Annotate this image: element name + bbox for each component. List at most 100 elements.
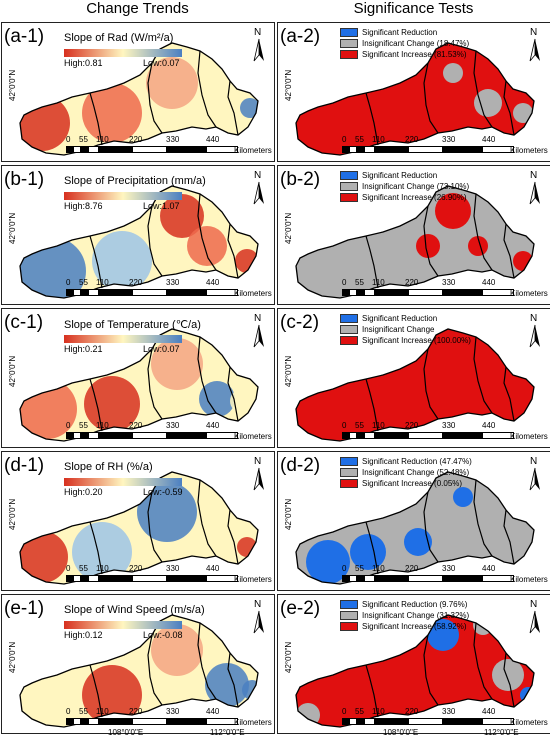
- scale-segment: [98, 146, 134, 153]
- scale-segment: [482, 146, 514, 153]
- trend-patch: [137, 482, 197, 542]
- scale-tick: 110: [96, 421, 109, 430]
- scale-tick: 55: [355, 564, 364, 573]
- district-boundary: [227, 509, 239, 565]
- latitude-label: 42°0'0"N: [284, 355, 293, 387]
- scale-segment: [374, 289, 410, 296]
- significance-map: [295, 185, 535, 299]
- scale-tick: 440: [482, 564, 496, 573]
- scale-tick: 440: [206, 707, 220, 716]
- scale-tick: 330: [442, 135, 456, 144]
- district-boundary: [197, 336, 217, 414]
- trend-patch: [20, 531, 68, 583]
- legend-text: Insignificant Change (52.48%): [362, 468, 470, 477]
- legend-item: Significant Increase (100.00%): [340, 335, 471, 346]
- trend-title: Slope of RH (%/a): [64, 461, 153, 473]
- scale-segment: [206, 575, 238, 582]
- scale-tick: 110: [372, 707, 385, 716]
- latitude-label: 42°0'0"N: [8, 69, 17, 101]
- scale-tick: 330: [166, 278, 180, 287]
- significance-patch: [513, 103, 533, 123]
- scale-tick: 440: [206, 278, 220, 287]
- region-outline: [295, 471, 535, 585]
- trend-patch: [205, 663, 249, 707]
- legend-high: High:8.76: [64, 201, 103, 211]
- district-boundary: [473, 50, 493, 128]
- trend-patch: [92, 231, 152, 291]
- legend-swatch: [340, 325, 358, 334]
- scale-tick: 220: [129, 564, 143, 573]
- trend-title: Slope of Wind Speed (m/s/a): [64, 604, 205, 616]
- district-boundary: [89, 521, 103, 575]
- color-gradient: [64, 192, 182, 200]
- scale-segment: [98, 718, 134, 725]
- legend-text: Insignificant Change: [362, 325, 435, 334]
- legend-swatch: [340, 28, 358, 37]
- trend-patch: [235, 249, 258, 273]
- legend-text: Significant Increase (81.53%): [362, 50, 467, 59]
- scale-tick: 0: [66, 564, 71, 573]
- color-gradient: [64, 621, 182, 629]
- legend-high: High:0.81: [64, 58, 103, 68]
- scale-segment: [206, 718, 238, 725]
- trend-patch: [82, 665, 142, 725]
- scale-tick: 0: [342, 135, 347, 144]
- significance-legend: Significant Reduction (9.76%) Insignifica…: [340, 599, 469, 632]
- scale-tick: 220: [129, 421, 143, 430]
- district-boundary: [365, 664, 379, 718]
- trend-map: [19, 614, 259, 728]
- panel-label: (a-1): [4, 26, 45, 47]
- district-boundary: [473, 193, 493, 271]
- region-outline: [295, 614, 535, 728]
- significance-legend: Significant Reduction Insignificant Chang…: [340, 27, 469, 60]
- district-boundary: [89, 664, 103, 718]
- scale-tick: 0: [342, 421, 347, 430]
- scale-unit: Kilometers: [510, 718, 548, 727]
- scale-tick: 440: [482, 278, 496, 287]
- panel-label: (b-2): [280, 169, 321, 190]
- legend-text: Insignificant Change (18.47%): [362, 39, 470, 48]
- significance-patch: [513, 251, 533, 271]
- district-boundary: [147, 491, 163, 563]
- scale-bar: 0 55 110 220 330 440 Kilometers: [66, 278, 272, 300]
- scale-bar: 0 55 110 220 330 440 Kilometers: [342, 707, 548, 729]
- scale-segment: [408, 289, 444, 296]
- scale-bar: 0 55 110 220 330 440 Kilometers: [342, 278, 548, 300]
- legend-item: Insignificant Change (31.32%): [340, 610, 469, 621]
- trend-patch: [151, 338, 203, 390]
- legend-item: Significant Reduction: [340, 170, 469, 181]
- significance-patch: [404, 528, 432, 556]
- significance-patch: [435, 193, 471, 229]
- trend-title: Slope of Rad (W/m²/a): [64, 32, 174, 44]
- scale-segment: [166, 432, 208, 439]
- legend-low: Low:1.07: [143, 201, 180, 211]
- legend-swatch: [340, 600, 358, 609]
- scale-tick: 220: [129, 135, 143, 144]
- north-arrow-icon: N: [526, 27, 544, 63]
- significance-patch: [296, 703, 320, 727]
- scale-bar: 0 55 110 220 330 440 Kilometers: [342, 135, 548, 157]
- district-boundary: [227, 652, 239, 708]
- panel-label: (a-2): [280, 26, 321, 47]
- district-boundary: [147, 205, 163, 277]
- trend-title: Slope of Precipitation (mm/a): [64, 175, 206, 187]
- district-boundary: [147, 634, 163, 706]
- scale-tick: 330: [442, 707, 456, 716]
- scale-tick: 220: [405, 707, 419, 716]
- scale-tick: 0: [66, 707, 71, 716]
- significance-patch: [453, 487, 473, 507]
- region-outline: [19, 328, 259, 442]
- trend-patch: [82, 83, 142, 143]
- significance-legend: Significant Reduction (47.47%) Insignific…: [340, 456, 472, 489]
- scale-segment: [374, 718, 410, 725]
- significance-panel: (c-2) Significant Reduction Insignificant …: [277, 308, 550, 448]
- scale-tick: 440: [206, 135, 220, 144]
- scale-segment: [98, 432, 134, 439]
- legend-low: Low:-0.59: [143, 487, 183, 497]
- scale-tick: 330: [166, 135, 180, 144]
- scale-segment: [374, 146, 410, 153]
- district-boundary: [89, 92, 103, 146]
- scale-tick: 220: [129, 278, 143, 287]
- significance-patch: [427, 619, 459, 651]
- trend-map: [19, 328, 259, 442]
